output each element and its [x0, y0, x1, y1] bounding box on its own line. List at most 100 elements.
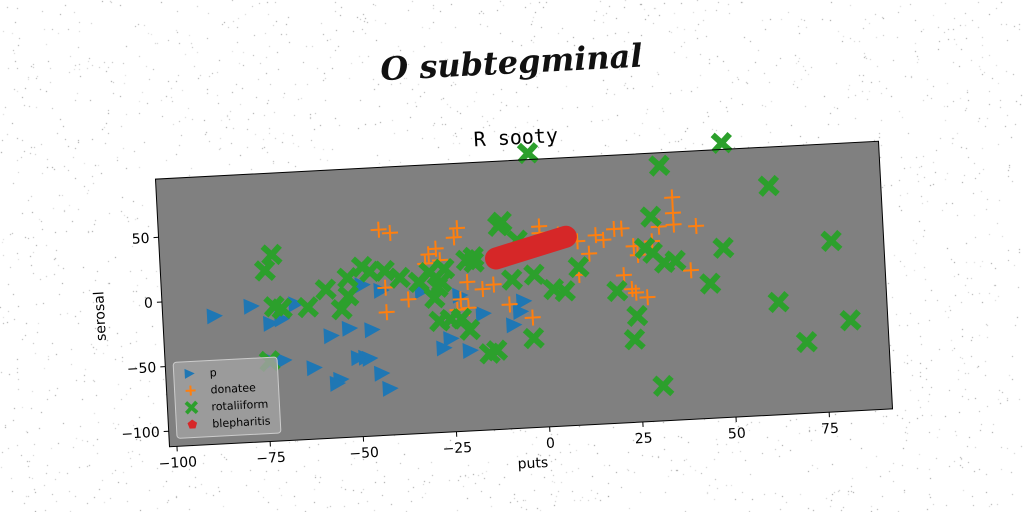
rotaliiform-point	[648, 154, 671, 177]
rotaliiform-point	[458, 318, 481, 341]
legend-blepharitis-swatch	[187, 419, 198, 429]
donatee-point	[664, 189, 681, 206]
rotaliiform-point	[626, 304, 649, 327]
rotaliiform-point	[652, 374, 675, 397]
p-point	[364, 322, 381, 339]
rotaliiform-point	[516, 142, 539, 165]
series-p	[206, 277, 533, 397]
x-tick-label: 0	[546, 436, 556, 452]
p-point	[323, 328, 340, 345]
x-tick-label: −25	[442, 440, 472, 458]
x-axis-label: puts	[517, 455, 548, 473]
donatee-point	[448, 220, 466, 237]
donatee-point	[682, 262, 699, 279]
p-point	[263, 315, 280, 332]
chart-title: R sooty	[473, 123, 558, 151]
x-axis-ticks: −100 −75 −50 −25 0 25 50 75	[158, 412, 840, 472]
rotaliiform-point	[388, 266, 411, 289]
donatee-point	[378, 304, 395, 321]
p-point	[506, 317, 523, 334]
legend-rotaliiform-swatch	[184, 400, 199, 415]
donatee-point	[615, 267, 632, 284]
y-tick-label: −50	[126, 360, 156, 378]
donatee-point	[688, 217, 705, 235]
y-tick-label: 0	[144, 295, 154, 311]
rotaliiform-point	[373, 259, 396, 282]
legend-label: donatee	[210, 381, 256, 396]
p-point	[443, 331, 460, 348]
legend-item-blepharitis: blepharitis	[187, 414, 271, 430]
legend-label: rotaliiform	[211, 398, 268, 414]
axes-frame	[154, 140, 894, 448]
rotaliiform-point	[260, 243, 283, 266]
donatee-point	[377, 279, 394, 296]
p-point	[276, 352, 293, 369]
rotaliiform-point	[423, 287, 446, 310]
p-point	[206, 308, 223, 325]
rotaliiform-point	[455, 249, 478, 272]
rotaliiform-point	[795, 331, 818, 354]
rotaliiform-point	[337, 285, 360, 308]
rotaliiform-point	[767, 291, 790, 314]
rotaliiform-point	[501, 268, 524, 291]
y-axis-label: serosal	[91, 291, 110, 341]
p-point	[350, 350, 368, 367]
donatee-point	[474, 280, 491, 298]
rotaliiform-point	[314, 278, 337, 301]
donatee-point	[524, 309, 541, 326]
rotaliiform-point	[523, 263, 546, 286]
p-point	[382, 380, 399, 397]
p-point	[243, 298, 260, 315]
donatee-point	[665, 216, 682, 233]
y-tick-label: 50	[131, 231, 150, 248]
x-tick-label: −100	[158, 454, 197, 472]
donatee-point	[400, 291, 417, 308]
x-tick-label: 50	[728, 426, 747, 443]
x-tick-label: −75	[256, 450, 286, 468]
rotaliiform-point	[699, 272, 722, 295]
blepharitis-segment	[484, 225, 577, 270]
p-point	[306, 360, 323, 377]
p-point	[515, 293, 533, 310]
x-tick-label: −50	[349, 445, 379, 463]
rotaliiform-point	[428, 310, 451, 333]
donatee-point	[501, 296, 518, 313]
rotaliiform-point	[486, 214, 510, 238]
rotaliiform-point	[296, 296, 319, 319]
x-tick-label: 75	[821, 421, 840, 438]
legend-p-swatch	[184, 368, 195, 379]
x-tick-label: 25	[634, 430, 653, 447]
rotaliiform-point	[253, 259, 276, 282]
rotaliiform-point	[712, 236, 735, 259]
rotaliiform-point	[606, 280, 629, 303]
rotaliiform-point	[639, 205, 662, 228]
rotaliiform-point	[407, 270, 430, 294]
donatee-point	[452, 291, 469, 308]
p-point	[462, 343, 479, 359]
p-point	[288, 296, 305, 313]
rotaliiform-point	[553, 280, 576, 303]
rotaliiform-point	[350, 255, 373, 278]
series-blepharitis	[484, 225, 577, 270]
donatee-point	[485, 276, 502, 293]
p-point	[512, 304, 530, 321]
donatee-point	[639, 289, 656, 306]
legend-item-donatee: donatee	[185, 381, 256, 397]
donatee-point	[628, 284, 645, 301]
legend-item-rotaliiform: rotaliiform	[184, 398, 269, 415]
rotaliiform-point	[820, 229, 843, 252]
p-point	[341, 320, 359, 337]
rotaliiform-point	[839, 309, 862, 332]
rotaliiform-point	[478, 342, 501, 365]
donatee-point	[370, 221, 387, 238]
rotaliiform-point	[336, 266, 359, 289]
legend-item-p: p	[184, 366, 217, 380]
rotaliiform-point	[522, 327, 545, 350]
donatee-point	[624, 280, 641, 298]
series-rotaliiform	[253, 131, 862, 397]
axes-background	[155, 141, 893, 447]
